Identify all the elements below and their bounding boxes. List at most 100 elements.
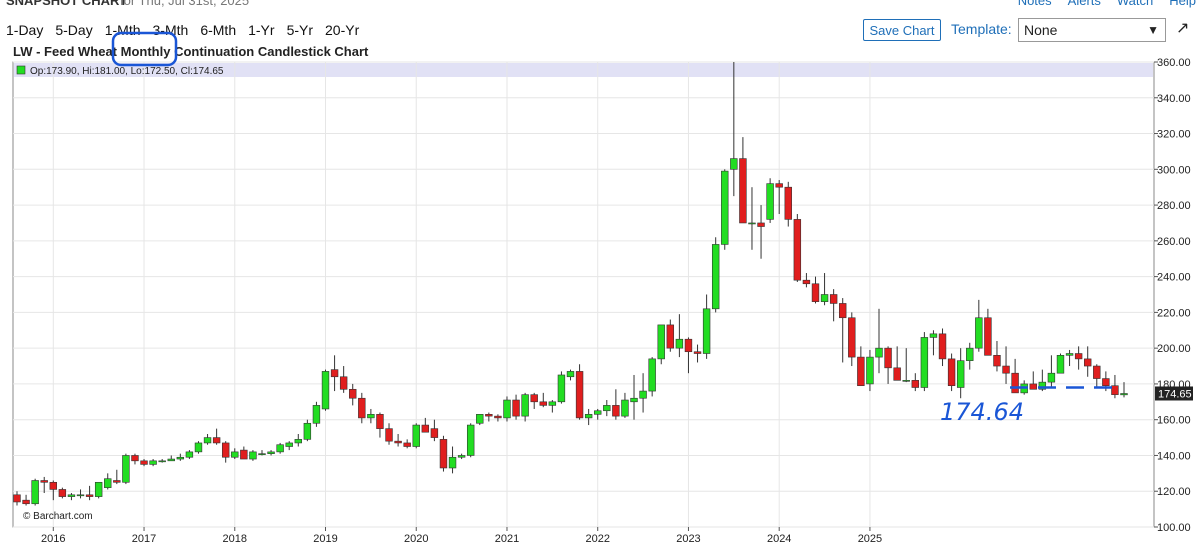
time-range-bar: 1-Day 5-Day 1-Mth 3-Mth 6-Mth 1-Yr 5-Yr … [0,20,365,40]
candle-body [857,356,865,387]
candle-body [902,380,910,382]
candle-body [984,317,992,356]
candle-body [194,442,203,453]
y-tick-label: 120.00 [1157,486,1191,498]
candle [140,459,148,467]
y-tick-label: 300.00 [1157,164,1191,176]
candle [303,419,312,442]
candle [612,389,620,420]
candle [321,369,330,411]
y-tick-label: 140.00 [1157,450,1191,462]
candle [131,453,139,465]
candle [639,373,647,413]
help-link[interactable]: Help [1169,0,1196,8]
candle [22,494,30,506]
candle [167,455,175,462]
candle-body [911,380,920,388]
candle [212,428,221,445]
candle-body [203,437,212,444]
candle [966,342,974,370]
candle-body [1074,353,1083,360]
candle [330,355,339,392]
candle-body [648,358,656,392]
candle-body [185,451,194,458]
top-links: Notes Alerts Watch Help [1018,0,1196,8]
alerts-link[interactable]: Alerts [1067,0,1101,8]
candle [630,374,638,420]
candle-body [421,424,430,433]
candle-body [938,333,947,360]
candle [231,448,239,460]
candle [811,276,820,304]
candle [1084,346,1092,377]
candle [1074,346,1083,370]
candle-body [22,499,30,505]
candle-body [176,456,185,460]
candle-body [757,222,765,227]
range-1-yr[interactable]: 1-Yr [248,22,275,38]
range-5-yr[interactable]: 5-Yr [286,22,314,38]
candle [748,187,756,250]
candle [548,400,557,413]
candle [657,324,665,365]
candle-body [158,460,166,463]
candle [67,493,76,501]
candle [403,439,411,449]
candle-body [766,183,774,220]
candle-body [539,401,547,406]
notes-link[interactable]: Notes [1017,0,1052,8]
range-5-day[interactable]: 5-Day [55,22,93,38]
ohlc-band [14,63,1153,77]
x-tick-label: 2025 [858,533,882,545]
candle-body [67,494,76,497]
candle-body [1111,385,1119,395]
candle-body [140,460,148,465]
save-chart-button[interactable]: Save Chart [863,19,941,41]
candle [775,180,783,215]
candle [829,289,838,322]
candle [711,237,720,313]
candle [494,414,502,422]
candle-body [802,279,811,285]
candle-body [793,219,802,281]
candle [848,312,856,367]
candle-body [267,451,275,454]
candle [367,408,375,424]
candle-body [466,424,475,456]
candle [113,469,121,485]
candle-body [630,397,638,403]
candle [185,450,194,460]
candle [285,441,293,451]
candle-body [104,478,112,488]
candle-body [249,451,257,460]
x-tick-label: 2024 [767,533,791,545]
template-select[interactable]: None ▼ [1018,18,1166,42]
candle-body [40,480,48,483]
candle-body [666,324,675,349]
candle [884,346,892,384]
range-1-day[interactable]: 1-Day [6,22,44,38]
y-tick-label: 160.00 [1157,415,1191,427]
candle-body [748,222,756,225]
candle-body [603,405,611,412]
candle [984,308,992,356]
candle [603,400,611,417]
range-20-yr[interactable]: 20-Yr [325,22,360,38]
candle-body [430,428,439,438]
candle [258,450,266,456]
ohlc-swatch [16,65,26,75]
x-tick-label: 2020 [404,533,428,545]
watch-link[interactable]: Watch [1116,0,1154,8]
candle [376,412,384,438]
candle [104,473,112,490]
candle-body [866,356,874,385]
candle-body [1011,372,1019,394]
candle-body [303,422,312,440]
expand-icon[interactable]: ↗ [1176,20,1190,37]
range-6-mth[interactable]: 6-Mth [200,22,237,38]
candle-body [285,442,293,447]
x-tick-label: 2023 [676,533,700,545]
candle-body [367,414,375,419]
candle-body [1120,393,1128,396]
candle [457,453,466,460]
